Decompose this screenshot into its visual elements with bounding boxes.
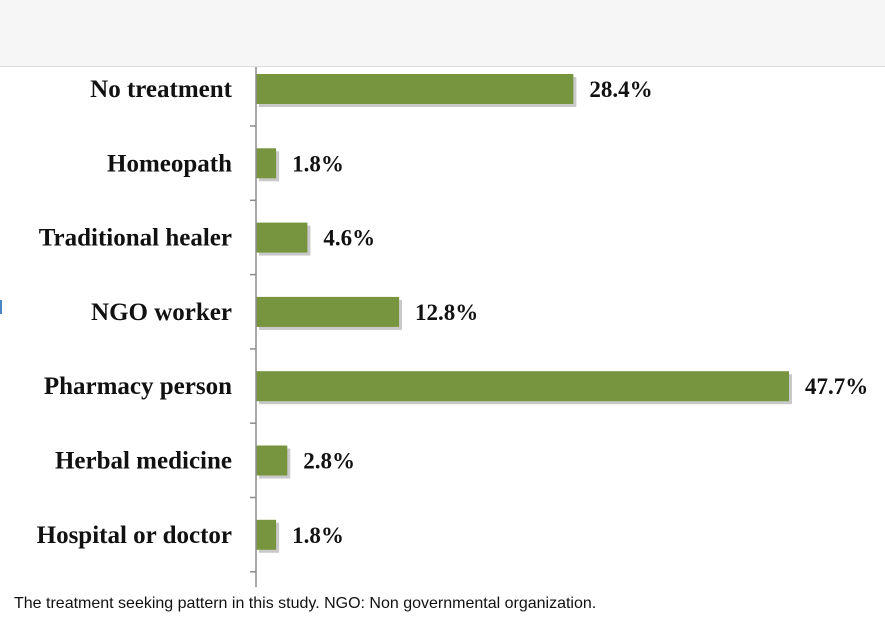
category-label: Traditional healer [39,225,232,252]
labels-layer: No treatment 28.4% Homeopath 1.8% Traditiona… [37,76,869,549]
bar [256,148,277,179]
value-label: 1.8% [292,523,344,548]
category-label: No treatment [90,76,233,103]
axis-layer [250,67,257,587]
bar [256,445,288,476]
category-label: Homeopath [107,150,232,177]
bar [256,296,400,327]
value-label: 2.8% [303,449,355,474]
value-label: 4.6% [323,226,375,251]
top-bar [0,0,885,67]
bars-layer [256,74,792,553]
bar [256,74,574,104]
category-label: NGO worker [91,299,232,326]
value-label: 12.8% [415,300,478,325]
bar [256,519,277,550]
category-label: Hospital or doctor [37,522,232,549]
scroll-indicator [0,300,2,314]
value-label: 28.4% [589,77,652,102]
category-label: Pharmacy person [44,373,232,400]
value-label: 47.7% [805,374,868,399]
figure-caption: The treatment seeking pattern in this st… [14,595,597,612]
category-label: Herbal medicine [55,448,232,475]
bar [256,222,308,253]
value-label: 1.8% [292,151,344,176]
bar [256,371,789,402]
bar-chart: No treatment 28.4% Homeopath 1.8% Traditiona… [37,67,869,587]
